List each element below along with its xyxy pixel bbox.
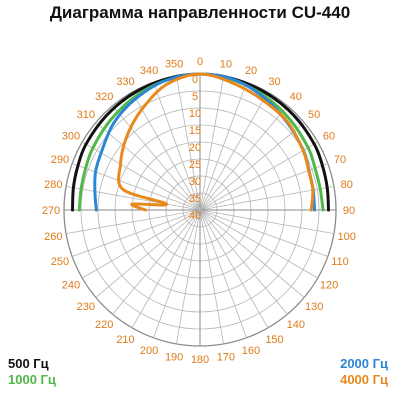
radial-tick-label: 25 [189,159,201,171]
grid-spoke [199,75,225,211]
grid-spoke [199,209,269,328]
legend-left: 500 Гц 1000 Гц [8,356,56,388]
grid-spoke [82,209,201,279]
angle-label: 240 [62,280,80,292]
angle-label: 80 [341,179,353,191]
angle-label: 120 [320,280,338,292]
angle-label: 150 [265,334,283,346]
grid-spoke [199,105,288,211]
angle-label: 330 [116,76,134,88]
angle-label: 230 [77,301,95,313]
grid-spoke [199,209,335,235]
grid-spoke [72,163,201,211]
legend-entry-2000hz: 2000 Гц [340,356,388,371]
angle-label: 300 [62,131,80,143]
angle-label: 200 [140,345,158,357]
legend-entry-4000hz: 4000 Гц [340,372,388,387]
radial-tick-label: 10 [189,108,201,120]
legend-right: 2000 Гц 4000 Гц [340,356,388,388]
grid-spoke [131,209,201,328]
angle-label: 320 [95,91,113,103]
angle-label: 340 [140,65,158,77]
grid-spoke [199,209,288,315]
grid-spoke [199,209,318,279]
angle-label: 70 [334,154,346,166]
angle-label: 290 [51,154,69,166]
angle-label: 110 [331,256,349,268]
angle-label: 350 [165,58,183,70]
angle-label: 90 [343,205,355,217]
grid-spoke [112,209,201,315]
grid-spoke [199,209,328,257]
angle-label: 20 [245,65,257,77]
grid-spoke [65,209,201,235]
grid-spoke [199,163,328,211]
legend-entry-1000hz: 1000 Гц [8,372,56,387]
polar-grid [63,73,337,347]
angle-label: 30 [268,76,280,88]
angle-label: 220 [95,319,113,331]
angle-label: 10 [220,58,232,70]
radial-tick-label: 35 [189,193,201,205]
grid-spoke [131,92,201,211]
angle-label: 140 [287,319,305,331]
angle-label: 160 [242,345,260,357]
grid-spoke [112,105,201,211]
angle-label: 0 [197,56,203,68]
angle-label: 310 [77,109,95,121]
radial-tick-label: 0 [192,74,198,86]
angle-label: 50 [308,109,320,121]
grid-spoke [95,122,201,211]
grid-spoke [199,209,225,345]
angle-label: 250 [51,256,69,268]
series-lines [71,72,330,212]
angle-label: 180 [191,354,209,366]
angle-label: 100 [338,231,356,243]
grid-spoke [199,209,305,298]
grid-spoke [199,92,269,211]
radial-tick-label: 40 [189,210,201,222]
grid-spoke [175,209,201,345]
angle-label: 190 [165,352,183,364]
grid-spoke [95,209,201,298]
angle-label: 260 [44,231,62,243]
grid-spoke [175,75,201,211]
radial-tick-label: 15 [189,125,201,137]
grid-spoke [199,141,318,211]
chart-title: Диаграмма направленности CU-440 [49,3,351,22]
angle-label: 210 [116,334,134,346]
angle-label: 40 [290,91,302,103]
angle-label: 60 [323,131,335,143]
series-line-4000-Гц [117,72,315,212]
angle-label: 170 [217,352,235,364]
angle-tick-labels: 0 102030405060708090100110120130140150160… [42,56,356,366]
grid-spoke [72,209,201,257]
radial-tick-label: 30 [189,176,201,188]
grid-spoke [199,122,305,211]
radial-tick-label: 20 [189,142,201,154]
radial-tick-label: 5 [192,91,198,103]
grid-spoke [153,209,201,338]
grid-spoke [153,82,201,211]
grid-spoke [65,185,201,211]
angle-label: 280 [44,179,62,191]
grid-spoke [199,209,247,338]
legend-entry-500hz: 500 Гц [8,356,49,371]
radial-tick-labels: 0 5 10 15 20 25 30 35 40 [189,74,201,222]
angle-label: 130 [305,301,323,313]
angle-label: 270 [42,205,60,217]
grid-spoke [199,82,247,211]
